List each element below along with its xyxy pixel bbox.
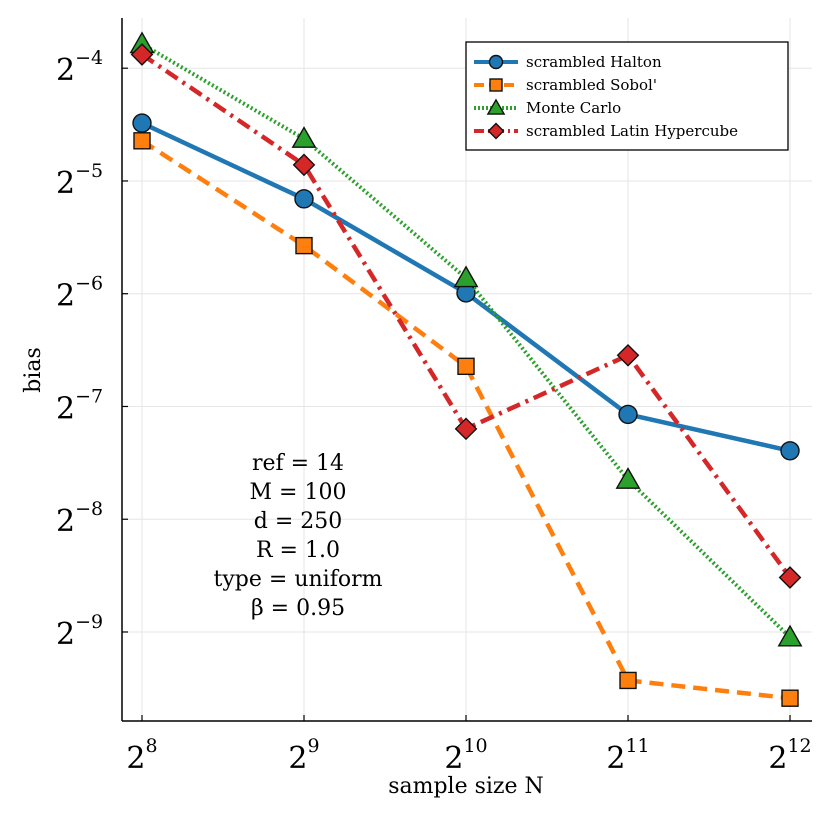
data-point	[777, 624, 803, 647]
y-tick-labels: 2−4 2−5 2−6 2−7 2−8 2−9	[56, 47, 128, 652]
legend-marker	[486, 98, 506, 115]
data-point	[292, 153, 316, 177]
data-point	[291, 126, 317, 148]
y-tick-label: 2−4	[56, 47, 103, 88]
legend-entry: scrambled Sobol'	[474, 76, 657, 94]
annotation-line: ref = 14	[252, 451, 344, 476]
legend-label: scrambled Halton	[526, 53, 662, 71]
annotation-line: d = 250	[254, 509, 343, 534]
legend: scrambled Halton scrambled Sobol' Monte Ca…	[465, 41, 789, 151]
legend-entry: scrambled Latin Hypercube	[474, 122, 738, 140]
y-tick-label: 2−5	[56, 160, 103, 201]
series-layer	[129, 31, 803, 707]
x-tick-label: 29	[288, 735, 319, 776]
data-point	[133, 132, 151, 150]
legend-entry: scrambled Halton	[474, 53, 662, 71]
legend-marker	[488, 54, 504, 70]
axes	[121, 18, 812, 722]
data-point	[780, 441, 800, 461]
data-point	[781, 689, 799, 707]
x-tick-label: 210	[444, 735, 487, 776]
annotation-line: R = 1.0	[256, 538, 340, 563]
annotation-line: β = 0.95	[251, 596, 345, 621]
data-point	[778, 566, 802, 589]
data-point	[616, 343, 640, 367]
legend-marker	[489, 78, 503, 92]
data-point	[457, 357, 475, 376]
data-point	[294, 189, 314, 209]
y-tick-label: 2−7	[56, 385, 103, 426]
x-axis-label: sample size N	[388, 774, 544, 799]
x-tick-label: 211	[606, 735, 649, 776]
x-tick-label: 212	[768, 735, 811, 776]
series-scrambled-halton	[132, 113, 800, 461]
legend-marker	[487, 122, 505, 140]
series-scrambled-latin-hypercube	[130, 43, 802, 589]
data-point	[615, 467, 641, 489]
annotation-line: type = uniform	[214, 567, 383, 592]
data-point	[454, 417, 478, 441]
x-tick-label: 28	[126, 735, 157, 776]
legend-entry: Monte Carlo	[474, 98, 621, 117]
y-tick-label: 2−9	[56, 611, 103, 652]
y-axis-label: bias	[21, 347, 46, 393]
data-point	[130, 43, 154, 66]
annotation-block: ref = 14 M = 100 d = 250 R = 1.0 type = unif…	[214, 451, 383, 621]
data-point	[618, 404, 638, 425]
annotation-line: M = 100	[250, 480, 347, 505]
data-point	[619, 671, 637, 690]
legend-label: scrambled Sobol'	[526, 76, 657, 94]
series-scrambled-sobol	[133, 132, 799, 707]
data-point	[453, 265, 479, 288]
series-monte-carlo	[129, 31, 803, 647]
legend-box	[465, 41, 789, 151]
y-tick-label: 2−6	[56, 273, 103, 314]
data-point	[132, 113, 152, 133]
legend-label: scrambled Latin Hypercube	[526, 122, 738, 140]
legend-label: Monte Carlo	[526, 99, 621, 117]
x-tick-labels: 28 29 210 211 212	[126, 715, 812, 776]
data-point	[295, 236, 313, 255]
y-tick-label: 2−8	[56, 498, 103, 539]
series-line	[140, 138, 791, 701]
